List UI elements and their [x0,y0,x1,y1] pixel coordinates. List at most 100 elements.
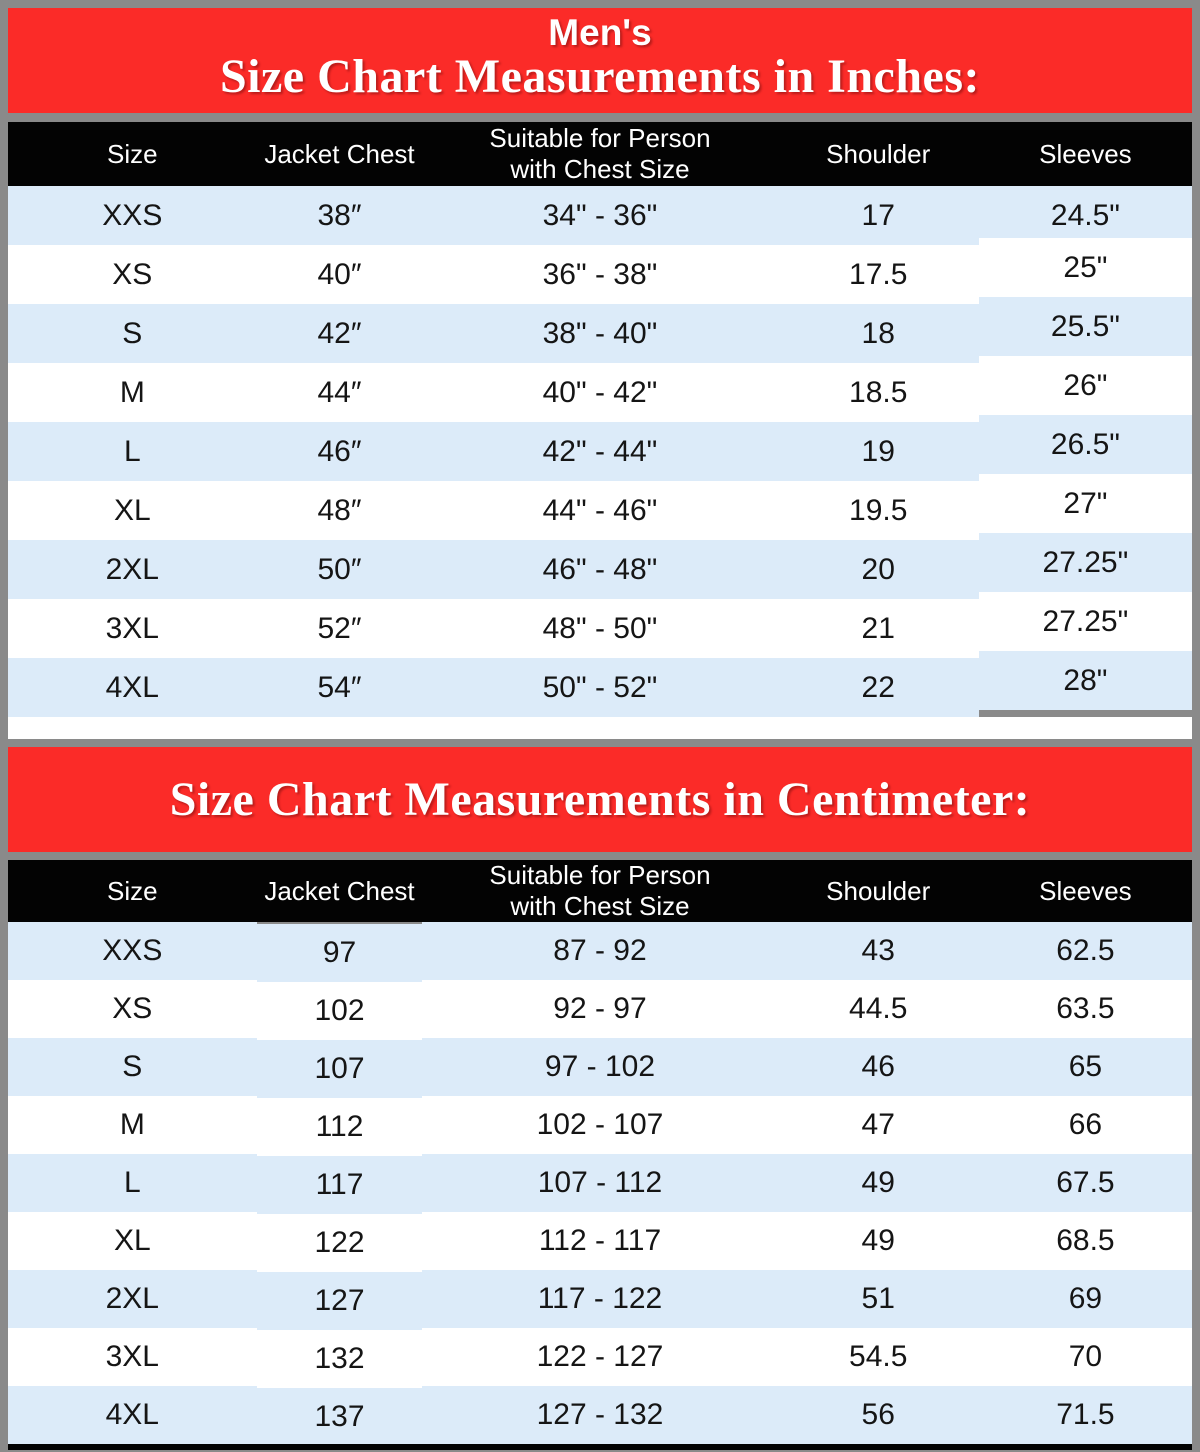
cell-suitable-chest-size: 42" - 44" [542,434,658,468]
cell-shoulder: 21 [861,611,895,645]
cell-sleeves: 63.5 [1056,992,1115,1025]
column-header-jacket-chest: Jacket Chest [264,138,415,169]
cell-suitable-chest-size: 117 - 122 [537,1282,663,1315]
cm-table-bottom-bar [8,1444,1192,1450]
size-row-4xl: 4XL 137 127 - 132 56 71.5 [8,1386,1192,1444]
cell-shoulder: 44.5 [849,992,908,1025]
cell-sleeves: 66 [1068,1108,1103,1141]
cell-size: L [123,434,141,468]
cell-suitable-chest-size: 34" - 36" [542,198,658,232]
cell-suitable-chest-size: 38" - 40" [542,316,658,350]
cell-suitable-chest-size: 44" - 46" [542,493,658,527]
cell-suitable-chest-size: 102 - 107 [536,1108,664,1141]
inches-header-row: Size Jacket Chest Suitable for Person wi… [8,122,1192,186]
cell-jacket-chest: 52″ [317,611,362,645]
cell-shoulder: 17 [861,198,895,232]
cell-size: 3XL [105,1340,159,1373]
cell-shoulder: 49 [861,1166,895,1199]
column-header-size: Size [107,875,158,906]
cell-jacket-chest: 38″ [317,198,362,232]
cm-banner: Size Chart Measurements in Centimeter: [8,747,1192,852]
cell-size: L [123,1166,141,1199]
inches-table-head: Size Jacket Chest Suitable for Person wi… [8,122,1192,186]
cell-suitable-chest-size: 107 - 112 [537,1166,663,1199]
cell-sleeves: 25" [1063,250,1108,284]
cell-sleeves: 27.25" [1042,545,1129,579]
cell-size: XXS [102,198,163,232]
cell-jacket-chest: 107 [314,1052,365,1085]
cm-banner-title: Size Chart Measurements in Centimeter: [169,772,1031,826]
cell-shoulder: 49 [861,1224,895,1257]
cell-size: XL [113,493,151,527]
cell-jacket-chest: 132 [314,1342,365,1375]
cell-size: S [122,316,143,350]
cell-shoulder: 22 [861,670,895,704]
cell-sleeves: 27" [1063,486,1108,520]
size-row-m: M 44″ 40" - 42" 18.5 26" [8,363,1192,422]
cell-size: 2XL [105,552,159,586]
cell-size: 4XL [105,670,159,704]
cell-suitable-chest-size: 48" - 50" [542,611,658,645]
cell-shoulder: 18.5 [849,375,908,409]
size-row-xxs: XXS 38″ 34" - 36" 17 24.5" [8,186,1192,245]
cell-sleeves: 70 [1068,1340,1103,1373]
size-row-xs: XS 40″ 36" - 38" 17.5 25" [8,245,1192,304]
cell-jacket-chest: 40″ [317,257,362,291]
cell-jacket-chest: 122 [314,1226,365,1259]
cell-sleeves: 24.5" [1050,198,1120,232]
cell-jacket-chest: 54″ [317,670,362,704]
size-row-s: S 107 97 - 102 46 65 [8,1038,1192,1096]
cell-jacket-chest: 127 [314,1284,365,1317]
cell-suitable-chest-size: 112 - 117 [538,1224,662,1257]
column-header-size: Size [107,138,158,169]
cell-suitable-chest-size: 97 - 102 [544,1050,656,1083]
column-header-sleeves: Sleeves [1039,138,1132,169]
cell-jacket-chest: 48″ [317,493,362,527]
inches-banner-pretitle: Men's [548,12,652,54]
size-row-xxs: XXS 97 87 - 92 43 62.5 [8,922,1192,980]
cell-size: XS [112,257,153,291]
cell-sleeves: 68.5 [1056,1224,1115,1257]
cell-suitable-chest-size: 87 - 92 [553,934,647,967]
cell-jacket-chest: 97 [322,936,357,969]
cell-shoulder: 19.5 [849,493,908,527]
cell-shoulder: 47 [861,1108,895,1141]
size-row-xl: XL 48″ 44" - 46" 19.5 27" [8,481,1192,540]
column-header-shoulder: Shoulder [826,138,931,169]
cell-sleeves: 71.5 [1056,1398,1115,1431]
cell-jacket-chest: 112 [315,1110,364,1143]
cell-suitable-chest-size: 127 - 132 [536,1398,664,1431]
cell-shoulder: 18 [861,316,895,350]
column-header-suitable-chest-size: Suitable for Person with Chest Size [489,123,711,184]
size-chart-sheet: Men's Size Chart Measurements in Inches:… [8,8,1192,1450]
cm-size-table: Size Jacket Chest Suitable for Person wi… [8,860,1192,1444]
size-row-s: S 42″ 38" - 40" 18 25.5" [8,304,1192,363]
inches-table-body: XXS 38″ 34" - 36" 17 24.5" XS 40″ 36" - 38" 17.5… [8,186,1192,717]
cell-jacket-chest: 50″ [317,552,362,586]
cell-suitable-chest-size: 122 - 127 [536,1340,664,1373]
inches-table-footer-strip [8,717,1192,739]
cell-sleeves: 26.5" [1050,427,1120,461]
column-header-jacket-chest: Jacket Chest [264,875,415,906]
size-row-2xl: 2XL 127 117 - 122 51 69 [8,1270,1192,1328]
column-header-shoulder: Shoulder [826,875,931,906]
size-row-l: L 46″ 42" - 44" 19 26.5" [8,422,1192,481]
cell-size: M [119,1108,145,1141]
cell-size: M [119,375,145,409]
cell-size: S [122,1050,143,1083]
inches-banner-title: Size Chart Measurements in Inches: [219,50,981,104]
cell-shoulder: 51 [861,1282,895,1315]
cell-jacket-chest: 42″ [317,316,362,350]
column-header-suitable-chest-size: Suitable for Person with Chest Size [489,860,711,921]
cell-suitable-chest-size: 50" - 52" [542,670,658,704]
cell-shoulder: 17.5 [849,257,908,291]
size-row-xs: XS 102 92 - 97 44.5 63.5 [8,980,1192,1038]
cell-size: XS [112,992,153,1025]
cell-shoulder: 43 [861,934,895,967]
cm-table-head: Size Jacket Chest Suitable for Person wi… [8,860,1192,922]
cell-jacket-chest: 102 [314,994,365,1027]
size-row-3xl: 3XL 132 122 - 127 54.5 70 [8,1328,1192,1386]
cell-size: 4XL [105,1398,159,1431]
cm-table-body: XXS 97 87 - 92 43 62.5 XS 102 92 - 97 44.5 63.5 S 1… [8,922,1192,1444]
cell-sleeves: 65 [1068,1050,1103,1083]
